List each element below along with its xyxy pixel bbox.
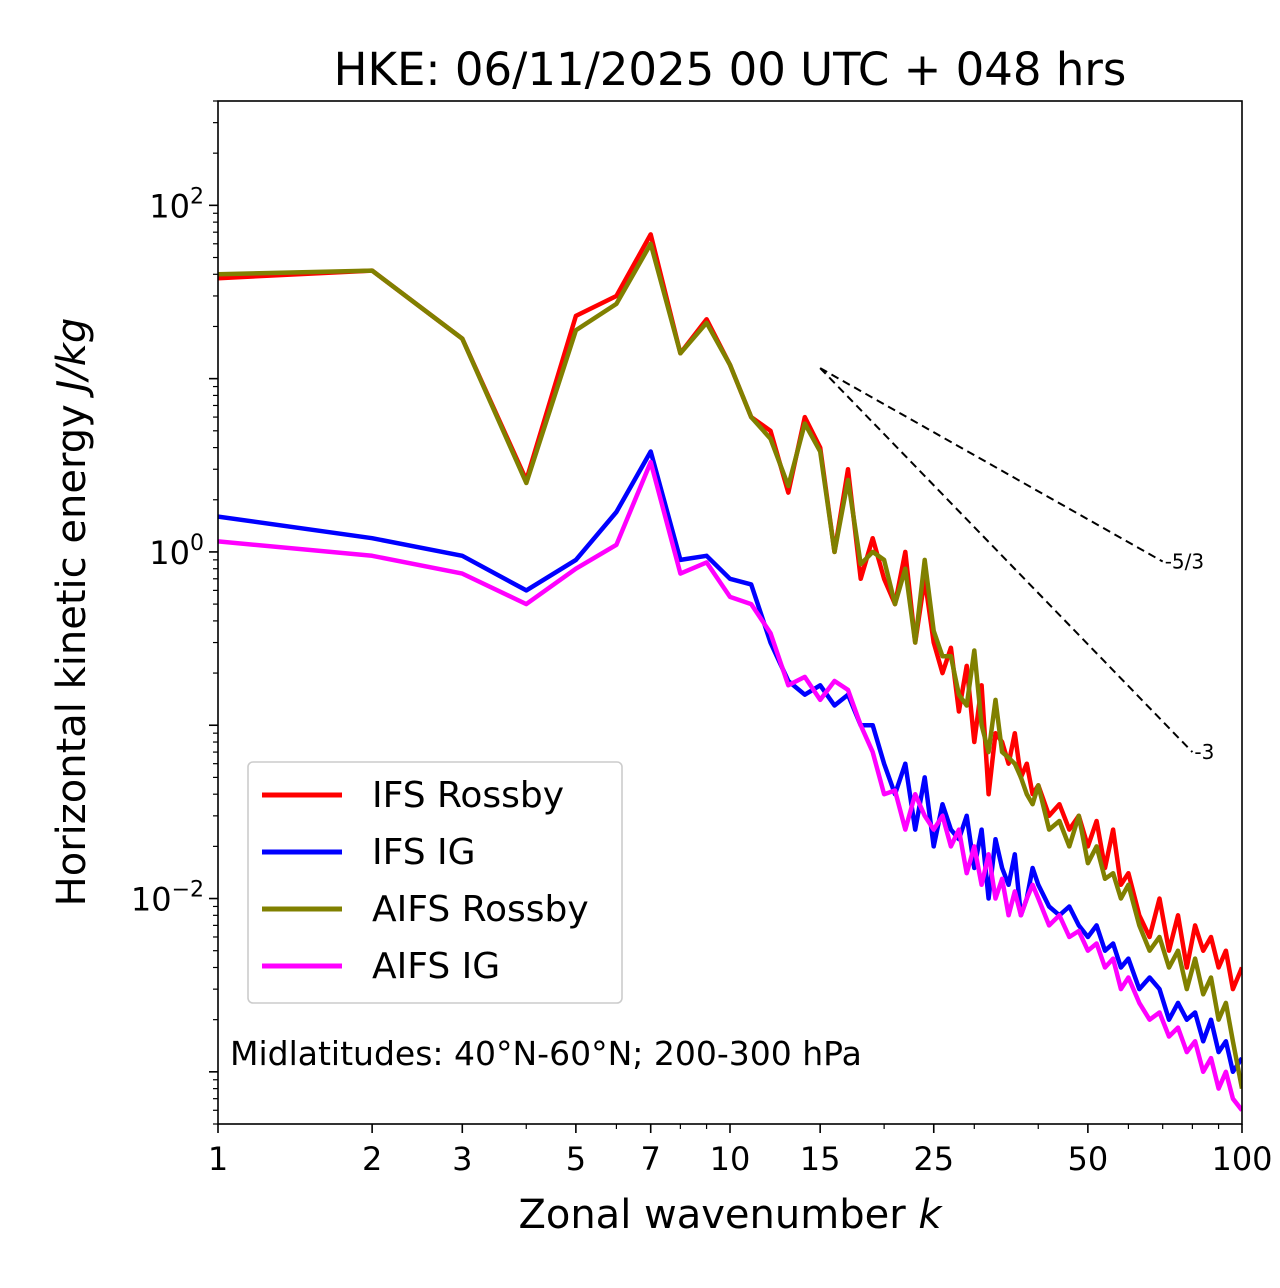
plot-frame — [217, 100, 1243, 1125]
y-tick-label: 10−2 — [131, 878, 204, 919]
x-tick-label: 100 — [1211, 1140, 1272, 1178]
series-line-ifs-ig — [218, 449, 1242, 1075]
y-tick-label: 100 — [149, 531, 204, 572]
legend-label-aifs-ig: AIFS IG — [372, 946, 500, 987]
series-layer — [218, 232, 1242, 1112]
y-axis-label-text: Horizontal kinetic energy — [49, 392, 95, 907]
x-axis-label-var: k — [918, 1192, 943, 1238]
x-axis-label-text: Zonal wavenumber — [518, 1192, 918, 1238]
x-tick-label: 15 — [800, 1140, 841, 1178]
y-axis-label: Horizontal kinetic energy J/kg — [49, 318, 95, 907]
x-tick-label: 3 — [452, 1140, 472, 1178]
chart-title: HKE: 06/11/2025 00 UTC + 048 hrs — [334, 43, 1127, 96]
x-tick-label: 50 — [1068, 1140, 1109, 1178]
x-axis-label: Zonal wavenumber k — [518, 1192, 943, 1238]
legend: IFS Rossby IFS IG AIFS Rossby AIFS IG — [247, 761, 623, 1004]
x-tick-label: 5 — [566, 1140, 586, 1178]
legend-label-aifs-rossby: AIFS Rossby — [372, 889, 589, 930]
reference-slope-line-2 — [819, 367, 1194, 753]
x-tick-label: 25 — [913, 1140, 954, 1178]
series-line-aifs-rossby — [218, 241, 1242, 1090]
axis-ticks: 1 2 3 5 7 10 15 25 50 100 10−2 100 102 — [131, 100, 1273, 1178]
y-tick-label: 102 — [149, 184, 204, 225]
reference-slopes: -5/3 -3 — [819, 367, 1214, 764]
legend-label-ifs-ig: IFS IG — [372, 832, 476, 873]
legend-label-ifs-rossby: IFS Rossby — [372, 775, 564, 816]
reference-slope-label-2: -3 — [1194, 740, 1214, 764]
y-axis-label-units: J/kg — [49, 318, 95, 399]
series-line-aifs-ig — [218, 459, 1242, 1112]
region-annotation: Midlatitudes: 40°N-60°N; 200-300 hPa — [230, 1034, 862, 1073]
legend-box — [247, 761, 623, 1004]
reference-slope-line-1 — [819, 367, 1164, 563]
x-tick-label: 7 — [641, 1140, 661, 1178]
x-tick-label: 2 — [362, 1140, 382, 1178]
reference-slope-label-1: -5/3 — [1165, 550, 1204, 574]
x-tick-label: 10 — [710, 1140, 751, 1178]
x-tick-label: 1 — [208, 1140, 228, 1178]
